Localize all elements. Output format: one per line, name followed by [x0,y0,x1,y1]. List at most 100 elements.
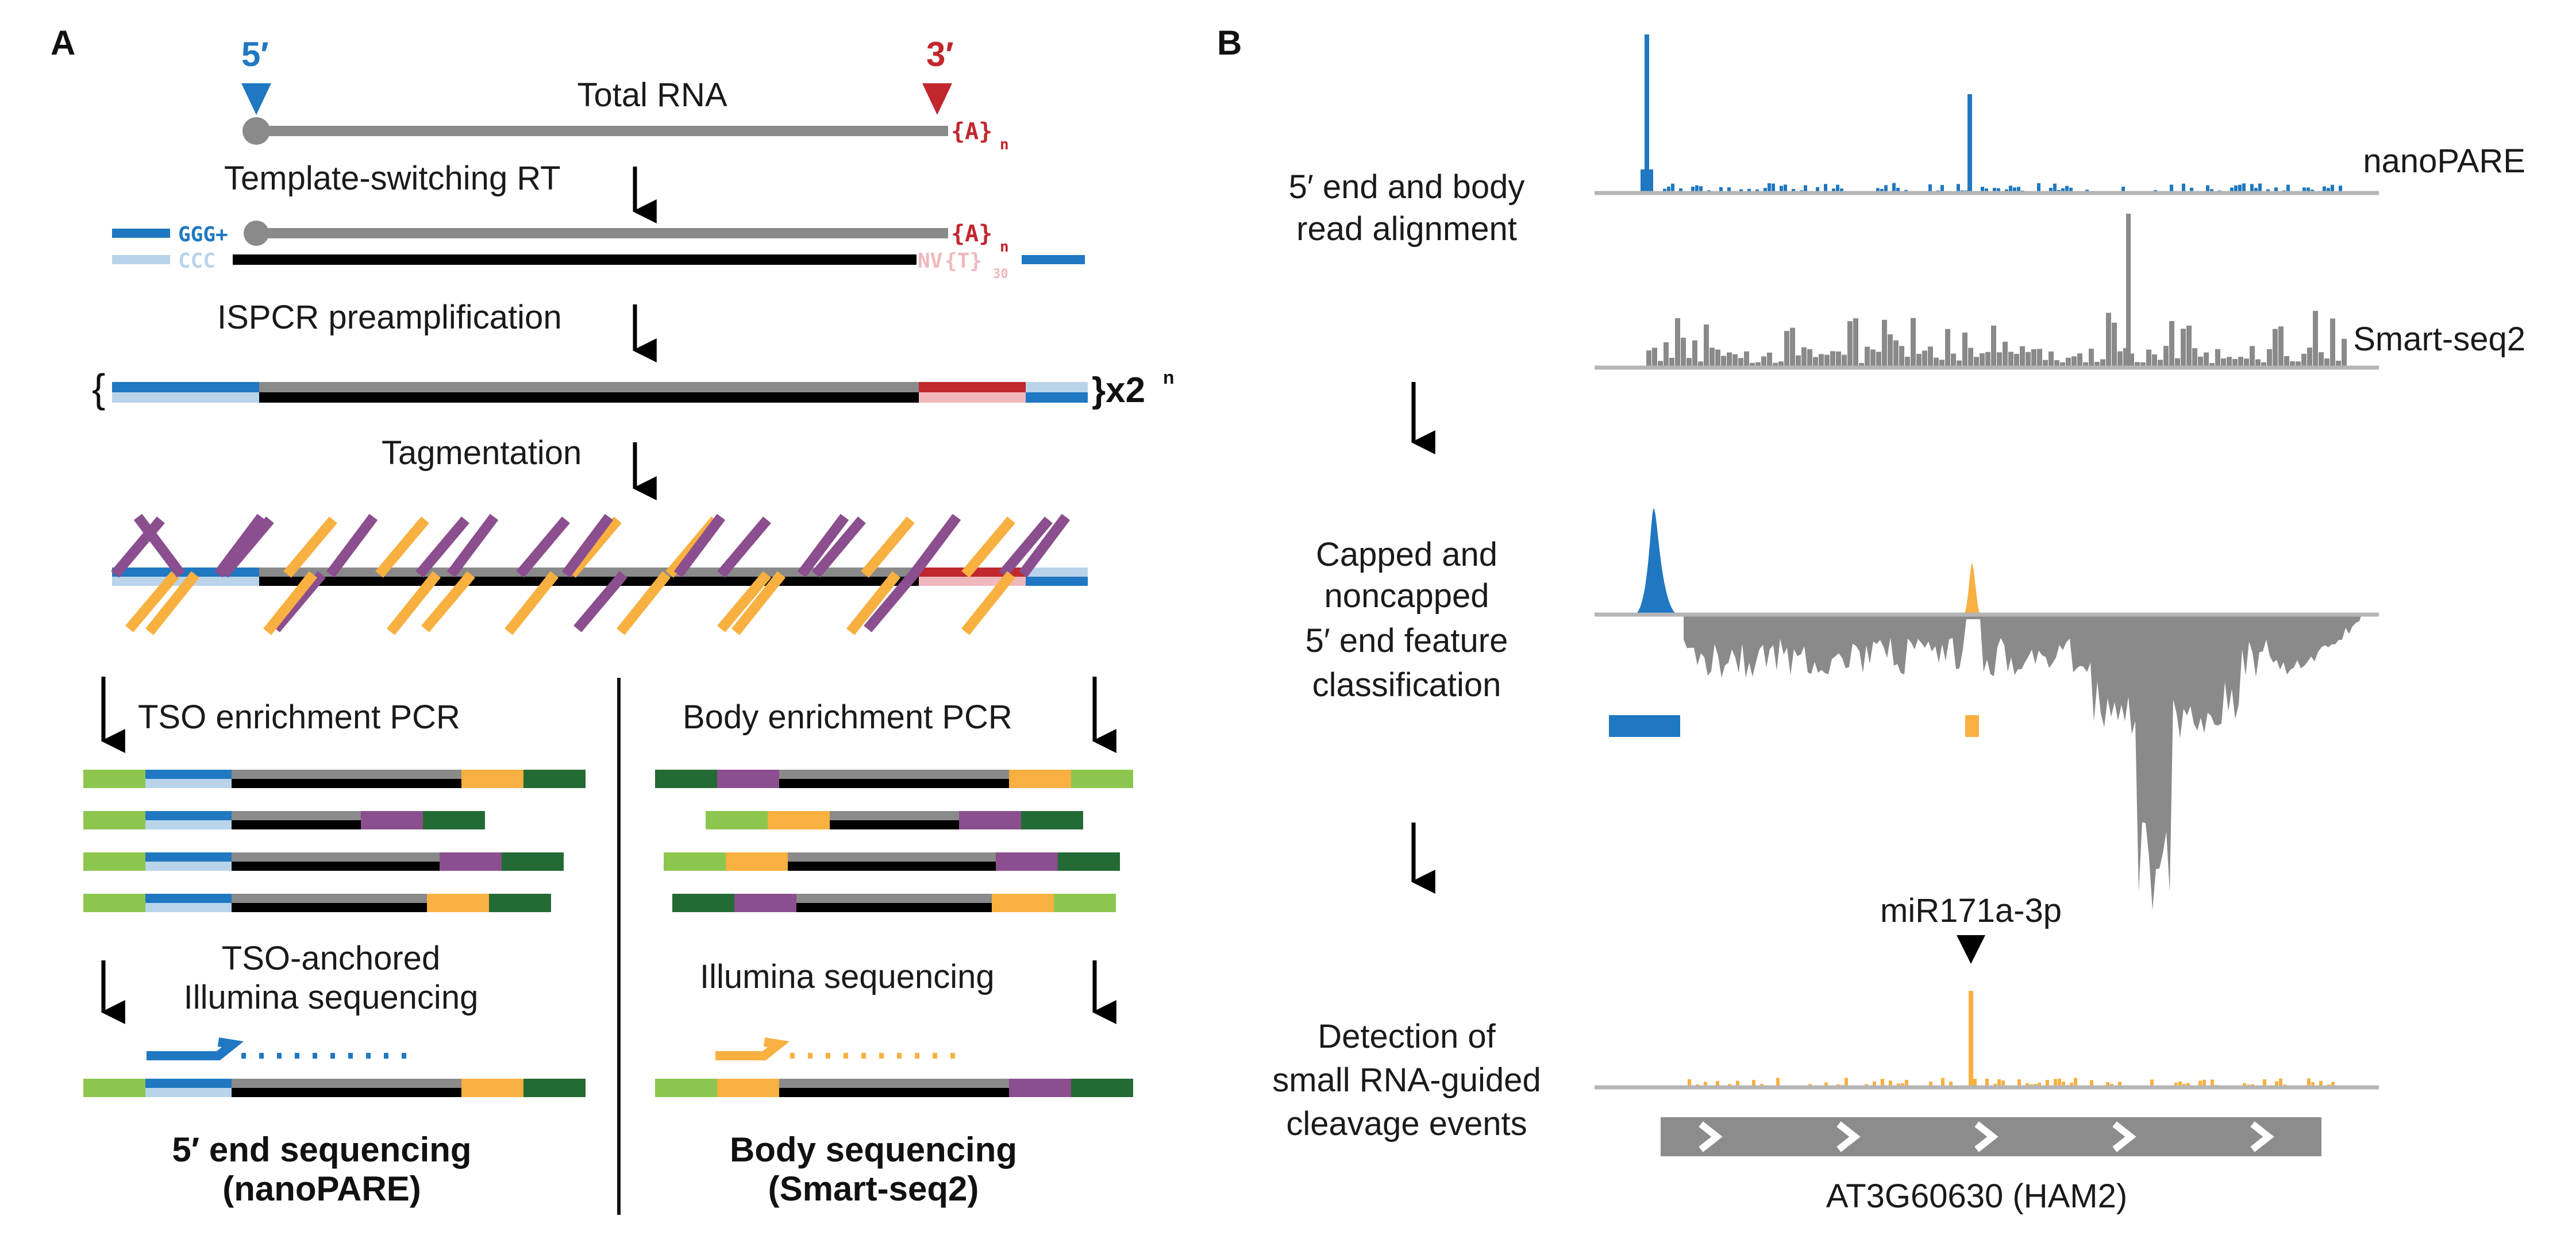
end-seq-title: 5′ end sequencing [172,1130,471,1169]
five-prime-triangle-icon [241,83,271,115]
step1-label-2: read alignment [1296,210,1517,248]
tn5-adapter [961,516,1015,578]
tn5-adapter [864,571,918,632]
poly-a-tail: {A} [951,118,992,145]
track-nanopare-label: nanoPARE [2363,142,2525,180]
tn5-adapter [909,514,961,578]
tn5-adapter [961,571,1016,635]
tso-read-fragment [83,1079,586,1097]
tn5-adapter [504,571,559,635]
cap-circle-icon [242,117,270,145]
tn5-adapter [717,516,771,578]
tn5-adapter [386,571,441,635]
step2-label-1: Capped and [1316,536,1497,573]
ispcr-product [112,382,1088,403]
poly-a-subscript-2: n [1000,238,1009,256]
strand-chevron-icon [1974,1121,1999,1152]
tn5-adapter [846,571,901,635]
tn5-adapter [717,571,771,632]
body-read-fragment [655,1079,1133,1097]
tn5-adapter [516,516,570,578]
tn5-adapter [573,571,627,632]
tn5-adapter [326,514,378,578]
amplification-label: }x2 [1092,370,1145,410]
three-prime-triangle-icon [922,83,952,115]
ggg-label: GGG+ [178,223,228,246]
gene-label: AT3G60630 (HAM2) [1826,1178,2127,1215]
nanopare-coverage-track [1641,34,2342,193]
ccc-label: CCC [178,249,215,273]
tn5-adapter [561,514,614,578]
tso-pcr-label: TSO enrichment PCR [138,698,460,736]
tn5-adapter [415,516,469,578]
tn5-adapter [999,516,1053,578]
track-smartseq-label: Smart-seq2 [2353,321,2525,358]
total-rna-label: Total RNA [577,76,727,114]
poly-a-tail-2: {A} [951,221,992,247]
poly-a-subscript: n [1000,136,1009,153]
step2-label-4: classification [1312,666,1501,704]
step1-label-1: 5′ end and body [1289,168,1525,206]
cleavage-coverage-track [1688,991,2335,1087]
tn5-adapter [220,516,274,578]
tn5-adapter [272,571,326,632]
step-tag-label: Tagmentation [382,434,582,472]
tn5-adapter [214,514,266,578]
poly-t-label: {T} [945,249,982,273]
tso-seq-label-2: Illumina sequencing [184,979,479,1016]
end-seq-subtitle: (nanoPARE) [222,1169,421,1208]
tso-read-primer [147,1037,414,1060]
tn5-adapter [568,516,622,578]
panel-a-label: A [51,24,75,62]
tn5-adapter [861,516,915,578]
tn5-adapter [673,514,726,578]
tn5-adapter [446,514,499,578]
cleavage-site-triangle-icon [1957,935,1985,964]
tso-library-fragments [83,770,586,912]
panel-b-label: B [1217,24,1242,62]
step3-label-3: cleavage events [1286,1105,1527,1142]
tn5-adapter [283,516,337,578]
capped-feature-bar [1609,715,1680,737]
nv-label: NV [918,249,942,273]
strand-chevron-icon [2112,1121,2136,1152]
body-seq-subtitle: (Smart-seq2) [768,1169,979,1208]
tn5-adapter [797,514,849,578]
three-prime-label: 3′ [926,35,954,74]
noncapped-feature-bar [1965,715,1979,737]
step-rt-label: Template-switching RT [224,160,561,197]
tn5-adapter [812,516,866,578]
poly-t-subscript: 30 [993,267,1008,281]
tn5-adapter [616,571,671,635]
body-read-primer [715,1037,960,1060]
mirna-label: miR171a-3p [1880,892,2062,929]
five-prime-label: 5′ [241,35,269,74]
brace-open: { [92,366,105,411]
tn5-adapter [731,571,786,635]
feature-classification-track [1635,508,2362,910]
gene-model [1661,1117,2321,1156]
tn5-adapter [125,571,179,632]
step2-label-2: noncapped [1324,577,1489,615]
tn5-transposons [111,514,1071,635]
tn5-adapter [421,571,475,632]
amplification-superscript: n [1163,367,1175,388]
tn5-adapter [145,571,200,635]
illumina-seq-label: Illumina sequencing [700,958,995,995]
tso-seq-label-1: TSO-anchored [222,940,440,977]
body-pcr-label: Body enrichment PCR [683,698,1012,736]
tn5-adapter [111,516,165,578]
strand-chevron-icon [1699,1121,1723,1152]
tn5-adapter [263,571,318,635]
cap-circle-icon [244,221,269,246]
tn5-adapter [375,516,429,578]
smartseq2-coverage-track [1646,214,2347,368]
step-ispcr-label: ISPCR preamplification [217,299,562,336]
strand-chevron-icon [2250,1121,2274,1152]
strand-chevron-icon [1836,1121,1861,1152]
body-library-fragments [655,770,1133,912]
step2-label-3: 5′ end feature [1306,622,1508,659]
tn5-adapter [133,514,186,578]
step3-label-2: small RNA-guided [1272,1061,1541,1099]
